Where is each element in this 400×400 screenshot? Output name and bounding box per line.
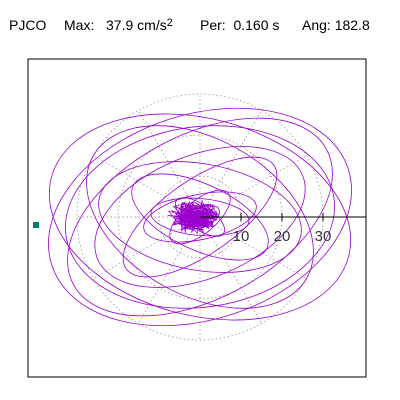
per-value: 0.160 s	[233, 17, 280, 33]
max-value: 37.9	[106, 17, 134, 33]
grid-spoke	[199, 216, 262, 324]
trace-loop	[150, 197, 250, 237]
axis-tick-label: 20	[274, 228, 291, 245]
max-label: Max:	[64, 17, 95, 33]
period-readout: Per: 0.160 s	[200, 14, 279, 36]
trace-loop	[131, 173, 269, 261]
peak-direction-marker	[33, 222, 39, 228]
max-unit: cm/s	[137, 17, 167, 33]
station-code: PJCO	[9, 17, 47, 33]
trace-loop	[48, 107, 352, 327]
motion-trace	[48, 107, 352, 327]
max-readout: Max: 37.9 cm/s2	[64, 14, 173, 36]
grid-spoke	[138, 110, 201, 218]
trace-loop	[94, 146, 306, 288]
trace-loop	[48, 113, 352, 321]
trace-loop	[65, 125, 335, 309]
trace-loop	[98, 161, 302, 273]
trace-loop	[122, 156, 278, 278]
trace-loop	[169, 189, 231, 245]
per-label: Per:	[200, 17, 226, 33]
trace-loop	[143, 191, 257, 243]
max-unit-exponent: 2	[166, 17, 173, 29]
grid-spoke	[93, 216, 201, 279]
axis-tick-label: 30	[315, 228, 332, 245]
grid-spoke	[199, 216, 307, 279]
axis-tick-label: 10	[233, 228, 250, 245]
angle-readout: Ang: 182.8	[302, 14, 370, 36]
ang-label: Ang:	[302, 17, 331, 33]
direction-axis: 10 20 30	[200, 213, 366, 245]
trace-loop	[86, 125, 314, 309]
grid-spoke	[199, 155, 307, 218]
trace-loop	[67, 117, 333, 317]
plot-frame	[27, 58, 367, 378]
peak-marker-layer	[33, 222, 39, 228]
ang-value: 182.8	[334, 17, 370, 33]
trace-core	[167, 199, 221, 235]
